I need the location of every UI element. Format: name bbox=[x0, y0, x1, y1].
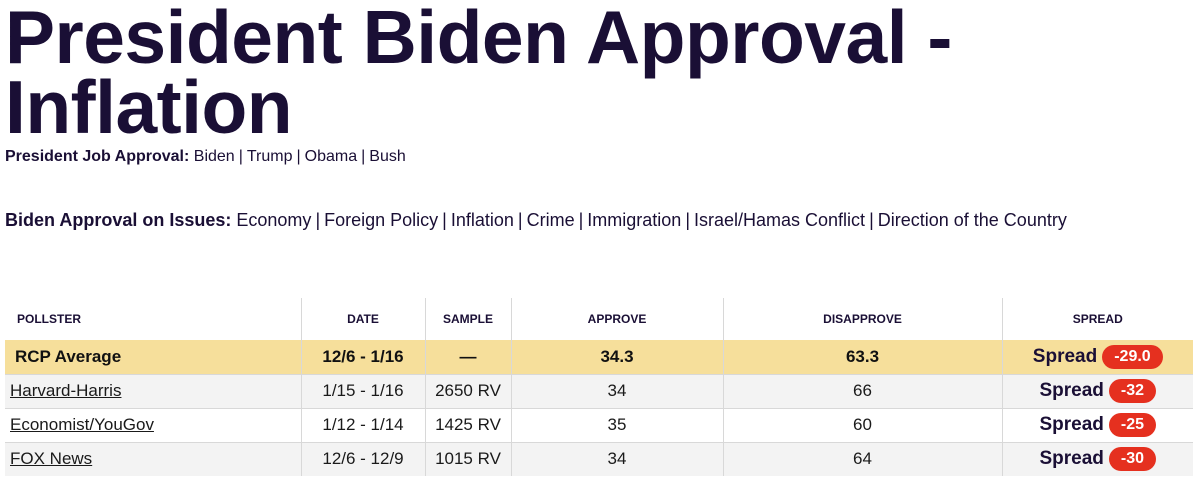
col-header-date[interactable]: DATE bbox=[300, 298, 425, 340]
col-header-sample[interactable]: SAMPLE bbox=[424, 298, 511, 340]
issue-link-inflation[interactable]: Inflation bbox=[450, 210, 514, 230]
cell-date: 12/6 - 12/9 bbox=[300, 441, 425, 476]
table-header-row: POLLSTER DATE SAMPLE APPROVE DISAPPROVE … bbox=[5, 298, 1193, 340]
cell-pollster: Economist/YouGov bbox=[5, 407, 301, 442]
col-header-spread[interactable]: SPREAD bbox=[1001, 298, 1193, 340]
issues-nav: Biden Approval on Issues: Economy | Foreig… bbox=[5, 206, 1185, 235]
table-row: Economist/YouGov 1/12 - 1/14 1425 RV 35 … bbox=[5, 407, 1193, 442]
issue-link-foreign-policy[interactable]: Foreign Policy bbox=[324, 210, 439, 230]
cell-sample: — bbox=[424, 340, 511, 374]
job-approval-label: President Job Approval: bbox=[5, 148, 190, 165]
issue-link-direction[interactable]: Direction of the Country bbox=[877, 210, 1067, 230]
job-approval-link-biden[interactable]: Biden bbox=[193, 148, 235, 165]
cell-spread: Spread -29.0 bbox=[1001, 340, 1193, 374]
cell-sample: 1425 RV bbox=[424, 407, 511, 442]
cell-approve: 35 bbox=[510, 407, 723, 442]
cell-approve: 34 bbox=[510, 441, 723, 476]
pollster-link[interactable]: Harvard-Harris bbox=[10, 381, 122, 400]
cell-approve: 34.3 bbox=[510, 340, 723, 374]
cell-date: 1/15 - 1/16 bbox=[300, 373, 425, 408]
cell-spread: Spread -30 bbox=[1001, 441, 1193, 476]
issue-link-israel-hamas[interactable]: Israel/Hamas Conflict bbox=[694, 210, 866, 230]
cell-disapprove: 66 bbox=[722, 373, 1002, 408]
cell-disapprove: 63.3 bbox=[722, 340, 1002, 374]
cell-disapprove: 64 bbox=[722, 441, 1002, 476]
job-approval-link-bush[interactable]: Bush bbox=[369, 148, 406, 165]
separator: | bbox=[685, 210, 690, 230]
cell-pollster: FOX News bbox=[5, 441, 301, 476]
issue-link-economy[interactable]: Economy bbox=[236, 210, 312, 230]
page-title: President Biden Approval - Inflation bbox=[5, 0, 952, 149]
spread-badge: -30 bbox=[1108, 447, 1157, 472]
separator: | bbox=[578, 210, 584, 230]
table-row: Harvard-Harris 1/15 - 1/16 2650 RV 34 66… bbox=[5, 373, 1193, 408]
cell-sample: 2650 RV bbox=[424, 373, 511, 408]
cell-spread: Spread -32 bbox=[1001, 373, 1193, 408]
cell-spread: Spread -25 bbox=[1001, 407, 1193, 442]
cell-disapprove: 60 bbox=[722, 407, 1002, 442]
cell-pollster: Harvard-Harris bbox=[5, 373, 301, 408]
separator: | bbox=[442, 210, 447, 230]
spread-label: Spread bbox=[1032, 345, 1098, 367]
cell-sample: 1015 RV bbox=[424, 441, 511, 476]
pollster-link[interactable]: FOX News bbox=[10, 449, 93, 469]
separator: | bbox=[517, 210, 523, 230]
separator: | bbox=[238, 148, 243, 165]
spread-badge: -29.0 bbox=[1102, 344, 1163, 369]
pollster-link[interactable]: Economist/YouGov bbox=[10, 415, 154, 434]
col-header-disapprove[interactable]: DISAPPROVE bbox=[722, 298, 1002, 340]
spread-label: Spread bbox=[1039, 448, 1104, 470]
issue-link-crime[interactable]: Crime bbox=[526, 210, 575, 230]
col-header-pollster[interactable]: POLLSTER bbox=[17, 312, 82, 326]
job-approval-link-obama[interactable]: Obama bbox=[304, 148, 358, 165]
separator: | bbox=[869, 210, 874, 230]
table-row: FOX News 12/6 - 12/9 1015 RV 34 64 Sprea… bbox=[5, 441, 1193, 476]
polls-table: POLLSTER DATE SAMPLE APPROVE DISAPPROVE … bbox=[5, 298, 1193, 476]
separator: | bbox=[296, 148, 301, 165]
col-header-approve[interactable]: APPROVE bbox=[510, 298, 723, 340]
separator: | bbox=[361, 148, 366, 165]
cell-approve: 34 bbox=[510, 373, 723, 408]
issues-label: Biden Approval on Issues: bbox=[5, 210, 232, 230]
rcp-average-row: RCP Average 12/6 - 1/16 — 34.3 63.3 Spre… bbox=[5, 340, 1193, 374]
cell-pollster: RCP Average bbox=[5, 340, 301, 374]
spread-badge: -32 bbox=[1108, 379, 1157, 403]
issue-link-immigration[interactable]: Immigration bbox=[587, 210, 682, 230]
cell-date: 1/12 - 1/14 bbox=[300, 407, 425, 442]
spread-label: Spread bbox=[1039, 414, 1104, 435]
separator: | bbox=[315, 210, 321, 230]
cell-date: 12/6 - 1/16 bbox=[300, 340, 425, 374]
job-approval-link-trump[interactable]: Trump bbox=[246, 148, 293, 165]
spread-label: Spread bbox=[1039, 380, 1104, 401]
spread-badge: -25 bbox=[1108, 413, 1157, 437]
job-approval-nav: President Job Approval: Biden | Trump | Obam… bbox=[5, 146, 1200, 168]
